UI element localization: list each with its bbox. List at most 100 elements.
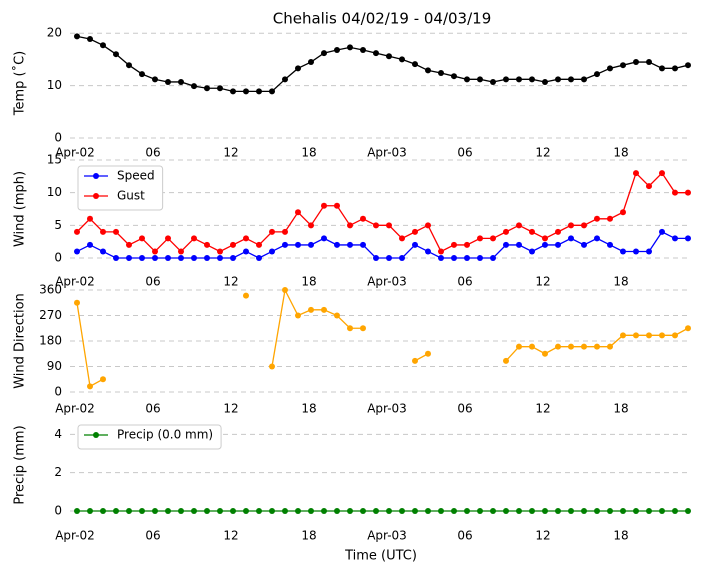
data-point: [282, 228, 288, 235]
x-tick-label: 18: [613, 146, 628, 160]
data-point: [347, 44, 353, 51]
data-point: [126, 508, 132, 514]
data-point: [516, 508, 522, 514]
data-point: [139, 508, 145, 514]
data-point: [607, 343, 613, 350]
legend-marker: [93, 193, 99, 199]
data-point: [230, 255, 236, 261]
data-point: [360, 215, 366, 222]
data-point: [191, 235, 197, 242]
data-point: [165, 255, 171, 261]
x-tick-label: 18: [613, 402, 628, 416]
data-point: [620, 209, 626, 216]
data-point: [165, 235, 171, 242]
data-point: [620, 62, 626, 69]
data-point: [425, 350, 431, 357]
data-point: [425, 67, 431, 74]
data-point: [334, 202, 340, 209]
data-point: [581, 241, 587, 248]
data-point: [87, 215, 93, 222]
data-point: [633, 248, 639, 255]
data-point: [87, 508, 93, 514]
data-point: [295, 241, 301, 248]
data-point: [659, 508, 665, 514]
legend-box: [77, 165, 164, 211]
data-point: [490, 78, 496, 85]
data-point: [178, 255, 184, 261]
data-point: [204, 241, 210, 248]
x-tick-label: Apr-03: [367, 146, 407, 160]
data-point: [321, 50, 327, 57]
data-point: [373, 50, 379, 57]
x-tick-label: 06: [145, 275, 160, 289]
x-tick-label: 06: [457, 146, 472, 160]
legend-label: Gust: [117, 189, 145, 203]
data-point: [347, 241, 353, 248]
data-point: [165, 78, 171, 85]
data-point: [503, 76, 509, 83]
data-point: [139, 235, 145, 242]
data-point: [555, 228, 561, 235]
data-point: [659, 228, 665, 235]
data-point: [438, 255, 444, 261]
x-tick-label: 18: [613, 529, 628, 543]
data-point: [295, 65, 301, 72]
data-point: [87, 383, 93, 390]
x-tick-label: Apr-03: [367, 529, 407, 543]
data-point: [490, 235, 496, 242]
data-point: [399, 56, 405, 63]
data-point: [204, 85, 210, 92]
legend-marker: [93, 432, 99, 438]
data-point: [594, 215, 600, 222]
data-point: [568, 76, 574, 83]
data-point: [126, 255, 132, 261]
data-point: [347, 508, 353, 514]
x-tick-label: 06: [145, 402, 160, 416]
data-point: [178, 248, 184, 255]
data-point: [594, 343, 600, 350]
data-point: [256, 255, 262, 261]
data-point: [490, 508, 496, 514]
y-axis-label: Temp (˚C): [12, 51, 28, 117]
data-point: [87, 241, 93, 248]
data-point: [152, 76, 158, 83]
y-tick-label: 20: [47, 26, 62, 40]
data-point: [74, 228, 80, 235]
data-point: [464, 76, 470, 83]
data-point: [438, 70, 444, 77]
data-point: [542, 235, 548, 242]
data-point: [685, 325, 691, 332]
data-point: [451, 241, 457, 248]
x-tick-label: 12: [223, 275, 238, 289]
data-point: [217, 255, 223, 261]
x-tick-label: 06: [457, 275, 472, 289]
data-point: [412, 61, 418, 68]
y-tick-label: 360: [39, 283, 62, 297]
y-tick-label: 0: [54, 251, 62, 265]
y-tick-label: 4: [54, 427, 62, 441]
data-point: [217, 508, 223, 514]
data-point: [152, 255, 158, 261]
data-point: [386, 255, 392, 261]
data-point: [126, 62, 132, 69]
data-point: [542, 241, 548, 248]
x-tick-label: 18: [301, 146, 316, 160]
data-point: [542, 350, 548, 357]
data-point: [243, 88, 249, 95]
y-axis-label: Precip (mm): [13, 425, 28, 504]
data-point: [217, 248, 223, 255]
data-point: [503, 241, 509, 248]
y-axis-label: Wind Direction: [13, 293, 28, 389]
data-point: [321, 306, 327, 313]
x-tick-label: 18: [613, 275, 628, 289]
y-tick-label: 10: [47, 78, 62, 92]
x-tick-label: Apr-03: [367, 402, 407, 416]
data-point: [555, 241, 561, 248]
data-point: [217, 85, 223, 92]
data-point: [113, 51, 119, 58]
data-point: [334, 312, 340, 319]
data-point: [334, 47, 340, 53]
data-point: [204, 508, 210, 514]
data-point: [321, 508, 327, 514]
data-point: [464, 508, 470, 514]
